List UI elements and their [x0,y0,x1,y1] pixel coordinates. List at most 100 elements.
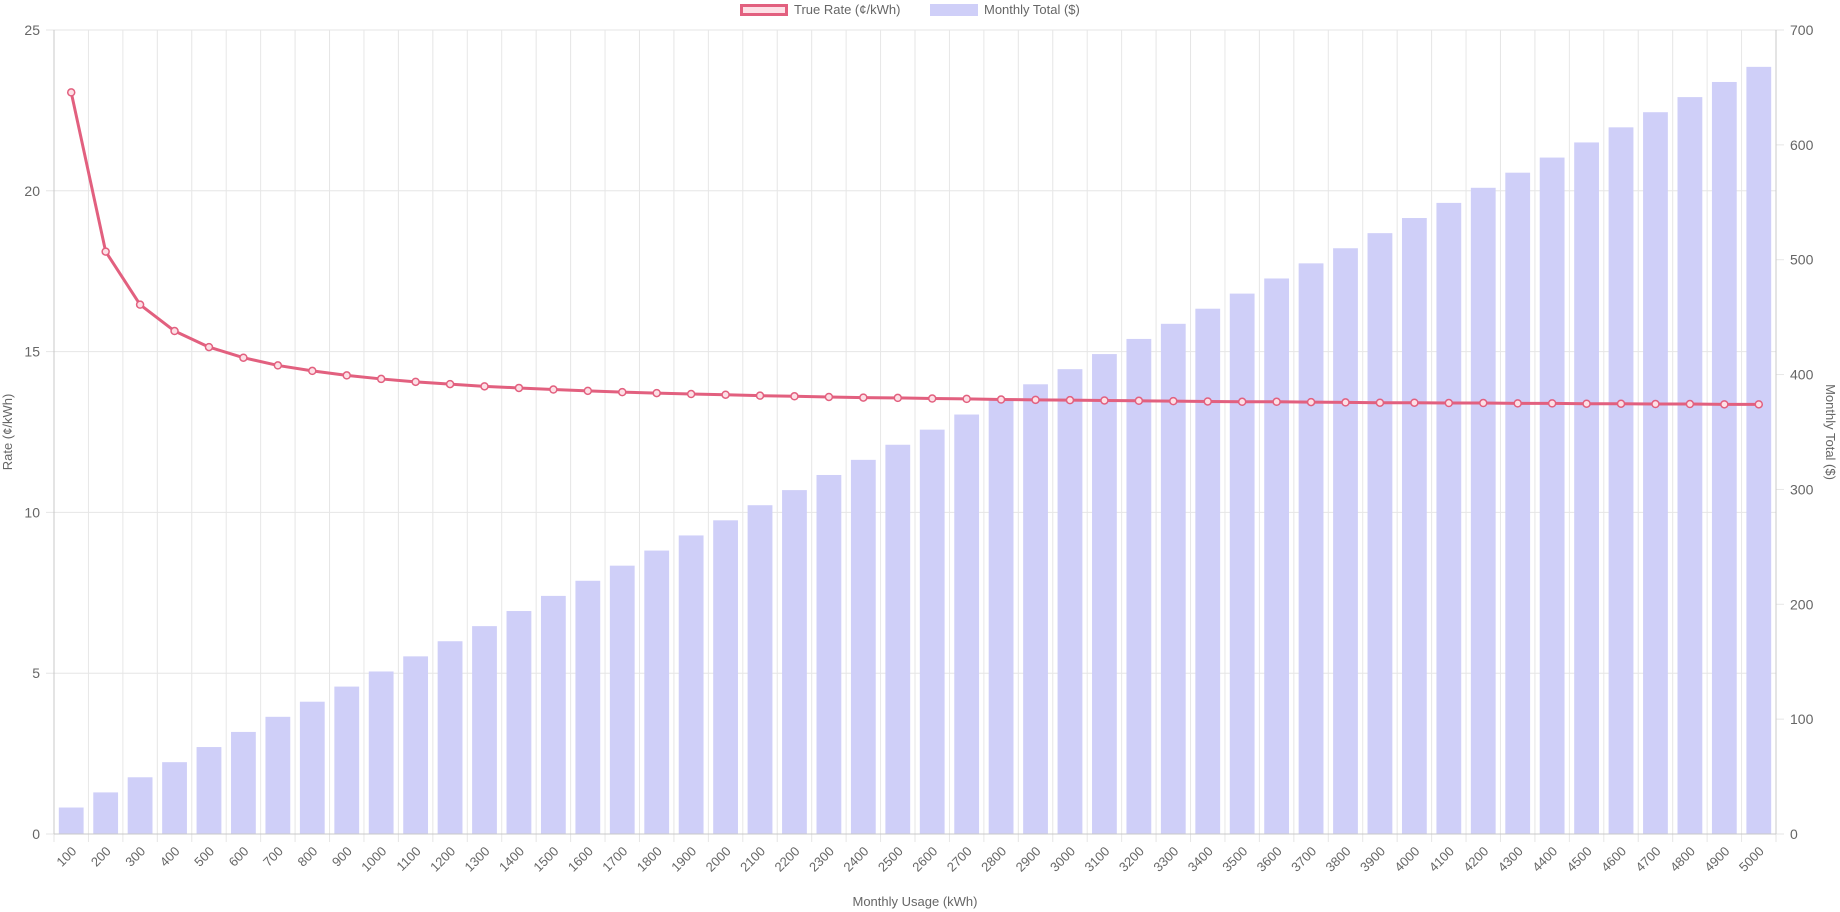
monthly-total-bar [1677,97,1703,834]
right-y-tick-label: 600 [1790,137,1814,153]
legend-item-monthly-total[interactable]: Monthly Total ($) [930,2,1080,17]
x-tick-label: 1600 [565,844,596,875]
true-rate-point [927,394,937,403]
gridlines [46,29,1784,842]
true-rate-polyline [69,92,1759,406]
monthly-total-bar [1126,338,1152,834]
true-rate-point [996,395,1006,404]
x-tick-label: 2100 [737,844,768,875]
monthly-total-bar [954,414,980,834]
x-axis-title: Monthly Usage (kWh) [853,894,978,909]
monthly-total-bar [816,474,842,834]
true-rate-point [962,394,971,404]
true-rate-point [859,393,868,402]
x-tick-label: 200 [88,844,114,870]
monthly-total-bar [1092,354,1117,834]
x-tick-label: 3000 [1047,844,1078,875]
true-rate-point [1720,400,1729,409]
line-swatch-icon [740,3,788,16]
legend-item-true-rate[interactable]: True Rate (¢/kWh) [740,2,900,17]
true-rate-point [1616,399,1626,408]
left-y-tick-label: 25 [24,22,40,38]
x-tick-label: 1700 [599,844,630,875]
x-tick-label: 1000 [358,844,389,875]
true-rate-point [1306,397,1316,407]
right-y-tick-label: 400 [1790,367,1814,383]
monthly-total-bar [1643,112,1668,835]
x-tick-label: 3100 [1081,844,1112,875]
left-y-tick-label: 15 [24,344,40,360]
left-y-axis-title: Rate (¢/kWh) [0,394,15,471]
monthly-total-bar [678,535,704,834]
true-rate-point [1685,399,1695,409]
legend: True Rate (¢/kWh) Monthly Total ($) [0,0,1840,20]
true-rate-point [583,386,593,396]
x-tick-label: 600 [226,844,252,870]
true-rate-point [1134,396,1144,406]
monthly-total-bar [93,792,119,834]
x-tick-label: 3400 [1185,844,1216,875]
true-rate-point [101,247,110,256]
x-tick-label: 1800 [634,844,665,875]
monthly-total-bar [1160,323,1186,834]
true-rate-point [204,342,214,352]
x-tick-label: 1900 [668,844,699,875]
monthly-total-bar [1264,278,1290,834]
monthly-total-bar [403,656,429,834]
monthly-total-bar [368,671,394,834]
monthly-total-bar [1711,81,1737,834]
true-rate-point [1444,398,1454,408]
monthly-total-bar [988,399,1014,834]
true-rate-point [135,300,145,309]
monthly-total-bar [850,459,876,834]
monthly-total-bar [1367,233,1393,834]
x-tick-label: 3800 [1323,844,1354,875]
true-rate-point [1100,396,1109,405]
right-y-tick-label: 100 [1790,711,1814,727]
true-rate-point [1203,397,1212,406]
monthly-total-bar [1539,157,1565,834]
monthly-total-bar [747,505,773,834]
monthly-total-bar [575,580,601,834]
x-tick-label: 3300 [1150,844,1181,875]
x-tick-label: 5000 [1736,844,1767,875]
true-rate-point [1479,398,1488,408]
left-y-tick-label: 20 [24,183,40,199]
x-tick-label: 4400 [1529,844,1560,875]
x-tick-label: 3700 [1288,844,1319,875]
true-rate-point [376,374,386,384]
x-tick-label: 1500 [530,844,561,875]
monthly-total-bar [437,641,463,834]
monthly-total-bar [1608,127,1634,834]
right-y-tick-label: 700 [1790,22,1814,38]
right-y-tick-label: 300 [1790,481,1814,497]
monthly-total-bar [231,731,256,834]
x-tick-label: 4000 [1391,844,1422,875]
monthly-total-bar [196,747,222,834]
monthly-total-bar [919,429,945,834]
x-tick-label: 1400 [496,844,527,875]
left-y-tick-label: 5 [32,665,40,681]
left-y-tick-label: 10 [24,504,40,520]
x-tick-label: 2200 [772,844,803,875]
true-rate-point [755,391,765,400]
x-tick-label: 2500 [875,844,906,875]
x-tick-label: 1100 [393,844,423,874]
true-rate-point [1272,397,1281,407]
x-tick-label: 700 [260,844,286,870]
x-tick-label: 2300 [806,844,837,875]
monthly-total-bar [1574,142,1599,835]
x-tick-label: 300 [122,844,148,870]
true-rate-point [790,392,799,401]
monthly-total-bar [1505,172,1531,834]
x-tick-label: 3200 [1116,844,1147,875]
x-tick-label: 500 [191,844,217,870]
true-rate-point [445,379,455,389]
monthly-total-bar [1436,202,1462,834]
right-y-tick-label: 500 [1790,252,1814,268]
monthly-total-bar [299,701,325,834]
true-rate-point [1237,397,1247,407]
true-rate-point [1513,399,1522,408]
x-tick-label: 4300 [1495,844,1526,875]
